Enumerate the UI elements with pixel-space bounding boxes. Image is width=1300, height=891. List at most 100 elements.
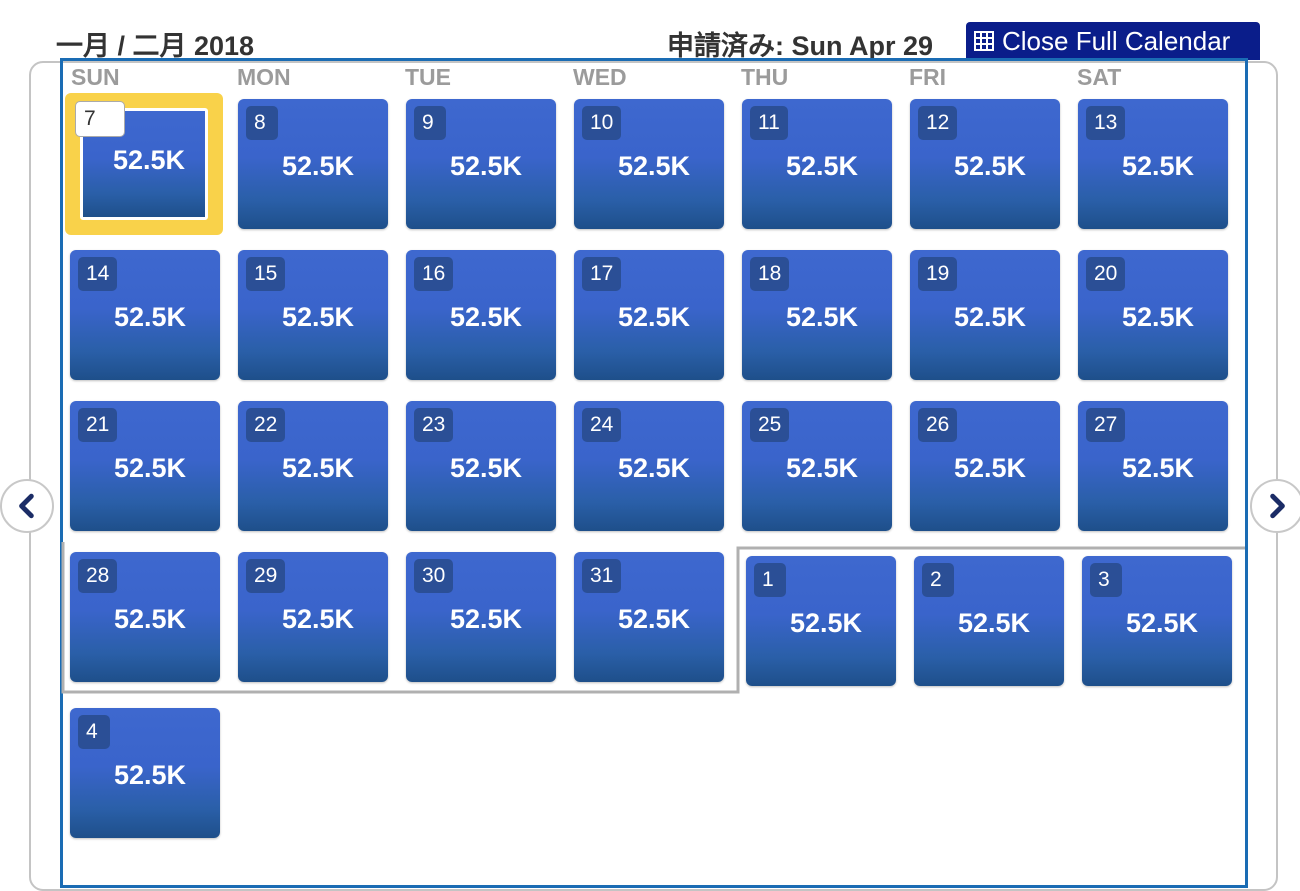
weekday-sun: SUN: [71, 64, 120, 90]
close-full-calendar-button[interactable]: Close Full Calendar: [966, 22, 1260, 60]
calendar-day-cell[interactable]: 7 52.5K: [65, 93, 223, 235]
calendar-day-cell[interactable]: 17 52.5K: [574, 250, 724, 380]
day-price: 52.5K: [617, 302, 691, 332]
day-number: 23: [414, 408, 454, 442]
day-number: 19: [918, 257, 958, 291]
calendar-day-cell[interactable]: 11 52.5K: [742, 99, 892, 229]
calendar-day-cell[interactable]: 24 52.5K: [574, 401, 724, 531]
day-price: 52.5K: [953, 453, 1027, 483]
day-price: 52.5K: [113, 302, 187, 332]
next-month-button[interactable]: [1250, 479, 1300, 533]
weekday-thu: THU: [741, 64, 789, 90]
calendar-grid-icon: [974, 31, 994, 51]
calendar-day-cell[interactable]: 22 52.5K: [238, 401, 388, 531]
day-price: 52.5K: [957, 608, 1031, 638]
day-price: 52.5K: [449, 604, 523, 634]
day-number: 12: [918, 106, 958, 140]
day-number: 14: [78, 257, 118, 291]
day-price: 52.5K: [617, 453, 691, 483]
day-number: 1: [754, 563, 786, 597]
day-number: 13: [1086, 106, 1126, 140]
calendar-day-cell[interactable]: 19 52.5K: [910, 250, 1060, 380]
day-price: 52.5K: [785, 302, 859, 332]
day-price: 52.5K: [112, 145, 186, 175]
calendar-day-cell[interactable]: 8 52.5K: [238, 99, 388, 229]
calendar-day-cell[interactable]: 15 52.5K: [238, 250, 388, 380]
day-number: 7: [75, 101, 125, 137]
day-price: 52.5K: [1125, 608, 1199, 638]
month-title: 一月 / 二月 2018: [56, 31, 255, 61]
prev-month-button[interactable]: [0, 479, 54, 533]
day-number: 8: [246, 106, 278, 140]
day-price: 52.5K: [449, 151, 523, 181]
day-number: 21: [78, 408, 118, 442]
day-number: 30: [414, 559, 454, 593]
day-price: 52.5K: [617, 604, 691, 634]
day-number: 18: [750, 257, 790, 291]
day-price: 52.5K: [1121, 302, 1195, 332]
day-number: 26: [918, 408, 958, 442]
day-number: 15: [246, 257, 286, 291]
weekday-sat: SAT: [1077, 64, 1122, 90]
day-price: 52.5K: [617, 151, 691, 181]
day-price: 52.5K: [281, 151, 355, 181]
chevron-left-icon: [19, 493, 34, 519]
close-full-calendar-label: Close Full Calendar: [1002, 25, 1231, 56]
calendar-day-cell[interactable]: 13 52.5K: [1078, 99, 1228, 229]
weekday-tue: TUE: [405, 64, 451, 90]
weekday-header-row: SUN MON TUE WED THU FRI SAT: [0, 64, 1300, 92]
day-number: 24: [582, 408, 622, 442]
calendar-day-cell[interactable]: 20 52.5K: [1078, 250, 1228, 380]
day-number: 2: [922, 563, 954, 597]
calendar-day-cell[interactable]: 10 52.5K: [574, 99, 724, 229]
day-price: 52.5K: [785, 151, 859, 181]
day-number: 31: [582, 559, 622, 593]
day-number: 16: [414, 257, 454, 291]
calendar-day-cell[interactable]: 9 52.5K: [406, 99, 556, 229]
day-number: 3: [1090, 563, 1122, 597]
calendar-day-cell[interactable]: 4 52.5K: [70, 708, 220, 838]
calendar-day-cell[interactable]: 29 52.5K: [238, 552, 388, 682]
calendar-day-cell[interactable]: 14 52.5K: [70, 250, 220, 380]
day-price: 52.5K: [789, 608, 863, 638]
chevron-right-icon: [1270, 493, 1285, 519]
day-number: 28: [78, 559, 118, 593]
day-number: 20: [1086, 257, 1126, 291]
day-price: 52.5K: [113, 453, 187, 483]
calendar-day-cell[interactable]: 28 52.5K: [70, 552, 220, 682]
day-price: 52.5K: [449, 453, 523, 483]
weekday-fri: FRI: [909, 64, 947, 90]
calendar-day-cell[interactable]: 12 52.5K: [910, 99, 1060, 229]
day-price: 52.5K: [785, 453, 859, 483]
day-number: 11: [750, 106, 788, 140]
calendar-day-cell[interactable]: 1 52.5K: [746, 556, 896, 686]
day-number: 29: [246, 559, 286, 593]
calendar-day-cell[interactable]: 23 52.5K: [406, 401, 556, 531]
day-price: 52.5K: [113, 604, 187, 634]
calendar-day-cell[interactable]: 27 52.5K: [1078, 401, 1228, 531]
day-price: 52.5K: [281, 302, 355, 332]
day-number: 27: [1086, 408, 1126, 442]
day-price: 52.5K: [1121, 453, 1195, 483]
day-number: 25: [750, 408, 790, 442]
requested-date-label: 申請済み: Sun Apr 29: [667, 31, 934, 61]
day-price: 52.5K: [953, 151, 1027, 181]
day-number: 4: [78, 715, 110, 749]
calendar-day-cell[interactable]: 18 52.5K: [742, 250, 892, 380]
calendar-day-cell[interactable]: 2 52.5K: [914, 556, 1064, 686]
calendar-day-cell[interactable]: 31 52.5K: [574, 552, 724, 682]
day-price: 52.5K: [113, 760, 187, 790]
calendar-day-cell[interactable]: 26 52.5K: [910, 401, 1060, 531]
day-price: 52.5K: [953, 302, 1027, 332]
calendar-day-cell[interactable]: 3 52.5K: [1082, 556, 1232, 686]
day-number: 17: [582, 257, 622, 291]
day-price: 52.5K: [449, 302, 523, 332]
day-number: 10: [582, 106, 622, 140]
calendar-day-cell[interactable]: 30 52.5K: [406, 552, 556, 682]
calendar-day-cell[interactable]: 16 52.5K: [406, 250, 556, 380]
calendar-day-cell[interactable]: 21 52.5K: [70, 401, 220, 531]
weekday-wed: WED: [573, 64, 627, 90]
calendar-day-cell[interactable]: 25 52.5K: [742, 401, 892, 531]
day-number: 9: [414, 106, 446, 140]
day-price: 52.5K: [281, 453, 355, 483]
